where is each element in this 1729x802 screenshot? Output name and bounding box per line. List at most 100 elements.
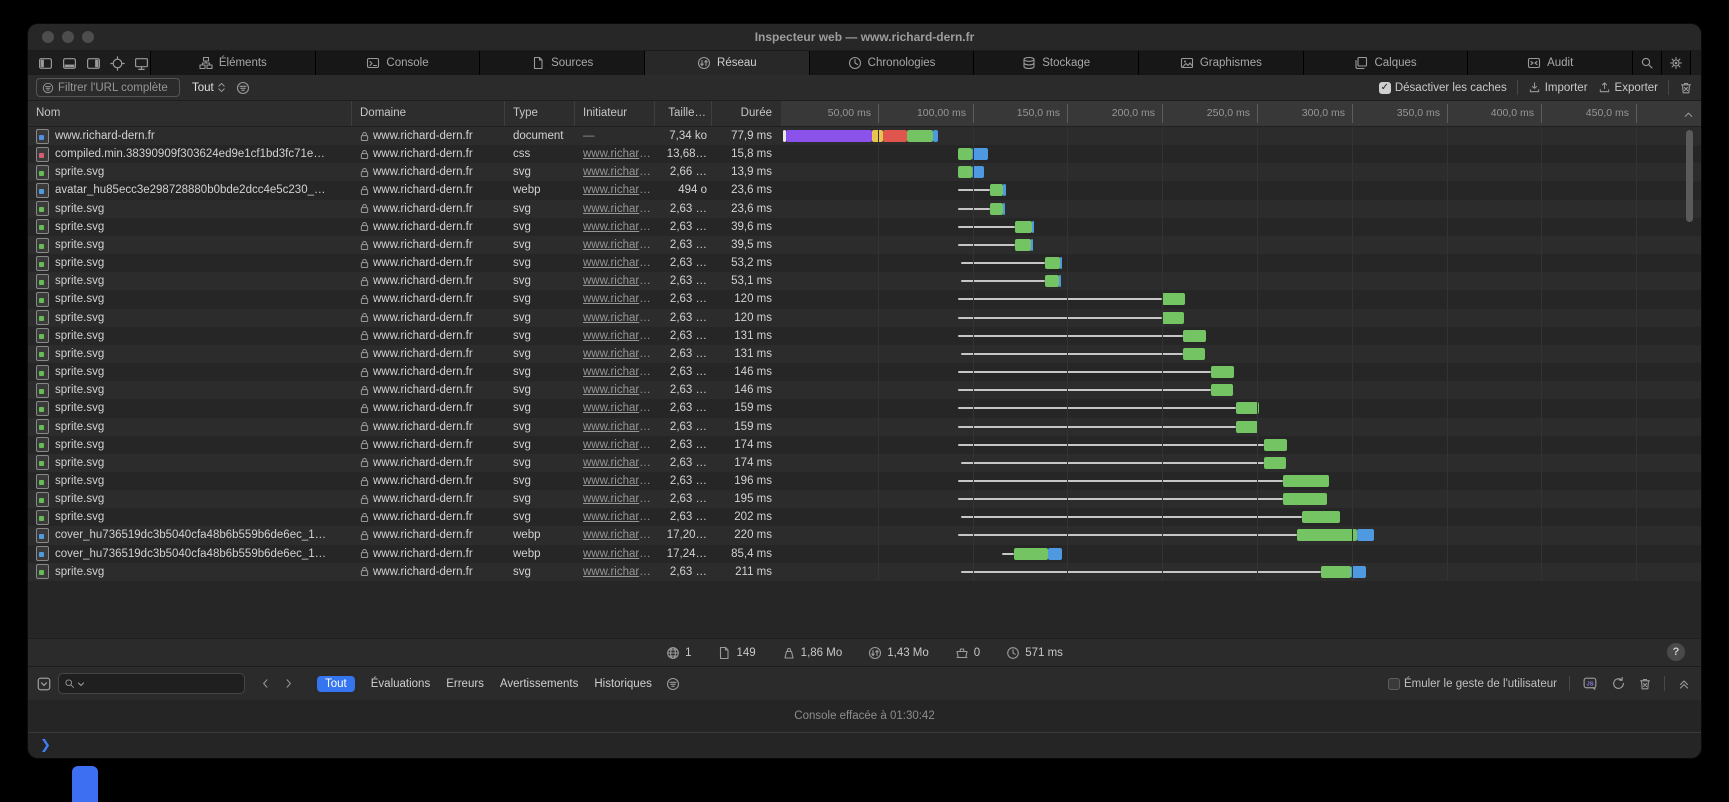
type-filter-button[interactable] [236, 81, 250, 95]
console-scope-erreurs[interactable]: Erreurs [446, 678, 484, 690]
waterfall-bar-blue[interactable] [1060, 257, 1062, 269]
tab-éléments[interactable]: Éléments [150, 51, 315, 75]
cell-initiator[interactable]: www.richard-d… [575, 526, 655, 544]
previous-result-button[interactable] [259, 677, 272, 690]
disable-caches-checkbox[interactable]: ✓ Désactiver les caches [1379, 82, 1507, 94]
cell-initiator[interactable]: www.richard-d… [575, 508, 655, 526]
waterfall-bar-green[interactable] [1014, 548, 1048, 560]
cell-initiator[interactable]: www.richard-d… [575, 290, 655, 308]
waterfall-bar-green[interactable] [958, 148, 972, 160]
collapse-console-button[interactable] [1677, 677, 1691, 691]
waterfall-bar-green[interactable] [1321, 566, 1351, 578]
tab-chronologies[interactable]: Chronologies [809, 51, 974, 75]
waterfall-bar-green[interactable] [1236, 421, 1258, 433]
cell-initiator[interactable]: www.richard-d… [575, 163, 655, 181]
table-row[interactable]: www.richard-dern.frwww.richard-dern.frdo… [28, 127, 1701, 145]
next-result-button[interactable] [282, 677, 295, 690]
vertical-scrollbar[interactable] [1686, 130, 1693, 222]
console-scope-avertissements[interactable]: Avertissements [500, 678, 578, 690]
table-row[interactable]: sprite.svgwww.richard-dern.frsvgwww.rich… [28, 563, 1701, 581]
waterfall-bar-green[interactable] [1283, 475, 1329, 487]
waterfall-bar-green[interactable] [1211, 384, 1233, 396]
table-row[interactable]: sprite.svgwww.richard-dern.frsvgwww.rich… [28, 418, 1701, 436]
cell-initiator[interactable]: www.richard-d… [575, 418, 655, 436]
cell-initiator[interactable]: www.richard-d… [575, 272, 655, 290]
waterfall-bar-green[interactable] [1283, 493, 1327, 505]
table-row[interactable]: sprite.svgwww.richard-dern.frsvgwww.rich… [28, 218, 1701, 236]
table-row[interactable]: sprite.svgwww.richard-dern.frsvgwww.rich… [28, 345, 1701, 363]
cell-initiator[interactable]: www.richard-d… [575, 327, 655, 345]
waterfall-bar-green[interactable] [1302, 511, 1340, 523]
search-button[interactable] [1632, 51, 1661, 75]
table-row[interactable]: sprite.svgwww.richard-dern.frsvgwww.rich… [28, 399, 1701, 417]
table-row[interactable]: cover_hu736519dc3b5040cfa48b6b559b6de6ec… [28, 526, 1701, 544]
console-evaluations-icon[interactable] [1582, 676, 1599, 691]
console-prompt-row[interactable]: ❯ [28, 733, 1701, 758]
table-row[interactable]: cover_hu736519dc3b5040cfa48b6b559b6de6ec… [28, 545, 1701, 563]
waterfall-bar-green[interactable] [1015, 239, 1031, 251]
column-header-type[interactable]: Type [505, 101, 575, 126]
resource-type-popup[interactable]: Tout [192, 81, 226, 94]
console-scope-tout[interactable]: Tout [317, 676, 355, 692]
waterfall-bar-green[interactable] [1162, 293, 1185, 305]
cell-initiator[interactable]: www.richard-d… [575, 200, 655, 218]
cell-initiator[interactable]: www.richard-d… [575, 345, 655, 363]
cell-initiator[interactable]: www.richard-d… [575, 563, 655, 581]
export-button[interactable]: Exporter [1598, 81, 1658, 94]
waterfall-bar-blue[interactable] [933, 130, 938, 142]
tab-console[interactable]: Console [315, 51, 480, 75]
clear-network-button[interactable] [1679, 81, 1693, 95]
cell-initiator[interactable]: www.richard-d… [575, 181, 655, 199]
waterfall-bar-green[interactable] [1045, 275, 1059, 287]
tab-calques[interactable]: Calques [1303, 51, 1468, 75]
table-row[interactable]: sprite.svgwww.richard-dern.frsvgwww.rich… [28, 327, 1701, 345]
table-row[interactable]: sprite.svgwww.richard-dern.frsvgwww.rich… [28, 490, 1701, 508]
console-filter-button[interactable] [666, 677, 680, 691]
column-header-duration[interactable]: Durée [712, 101, 780, 126]
waterfall-bar-green[interactable] [1264, 457, 1286, 469]
emulate-user-gesture-checkbox[interactable]: Émuler le geste de l'utilisateur [1388, 678, 1557, 690]
table-row[interactable]: sprite.svgwww.richard-dern.frsvgwww.rich… [28, 472, 1701, 490]
clear-console-button[interactable] [1638, 677, 1652, 691]
waterfall-bar-green[interactable] [907, 130, 933, 142]
table-row[interactable]: sprite.svgwww.richard-dern.frsvgwww.rich… [28, 363, 1701, 381]
cell-initiator[interactable]: www.richard-d… [575, 545, 655, 563]
cell-initiator[interactable]: www.richard-d… [575, 381, 655, 399]
import-button[interactable]: Importer [1528, 81, 1588, 94]
settings-button[interactable] [1661, 51, 1690, 75]
dock-bottom-icon[interactable] [62, 56, 77, 71]
dock-right-icon[interactable] [86, 56, 101, 71]
table-row[interactable]: sprite.svgwww.richard-dern.frsvgwww.rich… [28, 254, 1701, 272]
console-mode-icon[interactable] [36, 676, 52, 692]
help-button[interactable]: ? [1667, 643, 1685, 661]
cell-initiator[interactable]: www.richard-d… [575, 454, 655, 472]
waterfall-bar-green[interactable] [1236, 402, 1259, 414]
waterfall-bar-green[interactable] [1183, 348, 1205, 360]
column-header-name[interactable]: Nom [28, 101, 352, 126]
table-row[interactable]: sprite.svgwww.richard-dern.frsvgwww.rich… [28, 381, 1701, 399]
waterfall-bar-blue[interactable] [1031, 239, 1033, 251]
waterfall-bar-green[interactable] [1183, 330, 1206, 342]
waterfall-bar-green[interactable] [1162, 312, 1184, 324]
waterfall-bar-purple[interactable] [786, 130, 872, 142]
column-header-domain[interactable]: Domaine [352, 101, 505, 126]
waterfall-bar-blue[interactable] [1003, 184, 1006, 196]
table-row[interactable]: sprite.svgwww.richard-dern.frsvgwww.rich… [28, 200, 1701, 218]
column-header-initiator[interactable]: Initiateur [575, 101, 655, 126]
table-row[interactable]: sprite.svgwww.richard-dern.frsvgwww.rich… [28, 163, 1701, 181]
scroll-top-chevron-icon[interactable] [1682, 108, 1695, 121]
tab-réseau[interactable]: Réseau [644, 51, 809, 75]
waterfall-bar-green[interactable] [990, 203, 1003, 215]
cell-initiator[interactable]: www.richard-d… [575, 254, 655, 272]
waterfall-bar-green[interactable] [990, 184, 1003, 196]
table-row[interactable]: sprite.svgwww.richard-dern.frsvgwww.rich… [28, 290, 1701, 308]
waterfall-bar-blue[interactable] [1032, 221, 1034, 233]
cell-initiator[interactable]: www.richard-d… [575, 218, 655, 236]
device-icon[interactable] [134, 56, 149, 71]
waterfall-bar-green[interactable] [1264, 439, 1287, 451]
cell-initiator[interactable]: www.richard-d… [575, 145, 655, 163]
waterfall-bar-blue[interactable] [972, 148, 988, 160]
cell-initiator[interactable]: www.richard-d… [575, 236, 655, 254]
tab-audit[interactable]: Audit [1467, 51, 1632, 75]
waterfall-bar-blue[interactable] [1048, 548, 1062, 560]
